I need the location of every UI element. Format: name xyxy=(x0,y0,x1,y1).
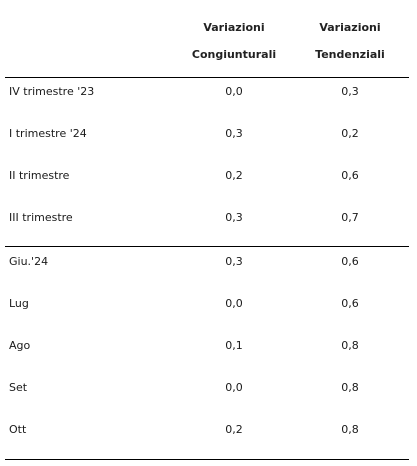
value-congiunturali: 0,0 xyxy=(225,381,243,394)
table-row: Ott 0,2 0,8 xyxy=(5,420,409,440)
table-row: Ago 0,1 0,8 xyxy=(5,336,409,356)
header-tendenziali: Variazioni Tendenziali xyxy=(291,14,409,68)
row-label: III trimestre xyxy=(9,211,73,224)
table-row: Giu.'24 0,3 0,6 xyxy=(5,252,409,272)
row-label: Lug xyxy=(9,297,29,310)
header-tendenziali-line2: Tendenziali xyxy=(315,48,385,61)
value-tendenziali: 0,6 xyxy=(341,169,359,182)
value-tendenziali: 0,6 xyxy=(341,255,359,268)
table-row: Lug 0,0 0,6 xyxy=(5,294,409,314)
monthly-group: Giu.'24 0,3 0,6 Lug 0,0 0,6 Ago 0,1 0,8 … xyxy=(5,247,409,460)
header-congiunturali-line2: Congiunturali xyxy=(191,48,277,61)
table-row: Set 0,0 0,8 xyxy=(5,378,409,398)
value-congiunturali: 0,0 xyxy=(225,297,243,310)
row-label: Ott xyxy=(9,423,27,436)
table-row: II trimestre 0,2 0,6 xyxy=(5,166,409,186)
row-label: II trimestre xyxy=(9,169,70,182)
table-row: IV trimestre '23 0,0 0,3 xyxy=(5,82,409,102)
value-congiunturali: 0,3 xyxy=(225,211,243,224)
value-tendenziali: 0,8 xyxy=(341,339,359,352)
value-congiunturali: 0,2 xyxy=(225,169,243,182)
value-tendenziali: 0,8 xyxy=(341,423,359,436)
table-row: I trimestre '24 0,3 0,2 xyxy=(5,124,409,144)
value-congiunturali: 0,1 xyxy=(225,339,243,352)
value-tendenziali: 0,6 xyxy=(341,297,359,310)
value-congiunturali: 0,3 xyxy=(225,127,243,140)
row-label: Set xyxy=(9,381,28,394)
header-congiunturali: Variazioni Congiunturali xyxy=(177,14,291,68)
row-label: Ago xyxy=(9,339,31,352)
value-tendenziali: 0,3 xyxy=(341,85,359,98)
table-header: Variazioni Congiunturali Variazioni Tend… xyxy=(5,0,409,78)
value-congiunturali: 0,2 xyxy=(225,423,243,436)
data-table: Variazioni Congiunturali Variazioni Tend… xyxy=(5,0,409,460)
row-label: I trimestre '24 xyxy=(9,127,87,140)
value-tendenziali: 0,7 xyxy=(341,211,359,224)
table-row: III trimestre 0,3 0,7 xyxy=(5,208,409,228)
row-label: IV trimestre '23 xyxy=(9,85,95,98)
value-congiunturali: 0,0 xyxy=(225,85,243,98)
row-label: Giu.'24 xyxy=(9,255,49,268)
value-tendenziali: 0,8 xyxy=(341,381,359,394)
value-tendenziali: 0,2 xyxy=(341,127,359,140)
value-congiunturali: 0,3 xyxy=(225,255,243,268)
header-tendenziali-line1: Variazioni xyxy=(319,21,381,34)
quarterly-group: IV trimestre '23 0,0 0,3 I trimestre '24… xyxy=(5,78,409,247)
header-congiunturali-line1: Variazioni xyxy=(203,21,265,34)
